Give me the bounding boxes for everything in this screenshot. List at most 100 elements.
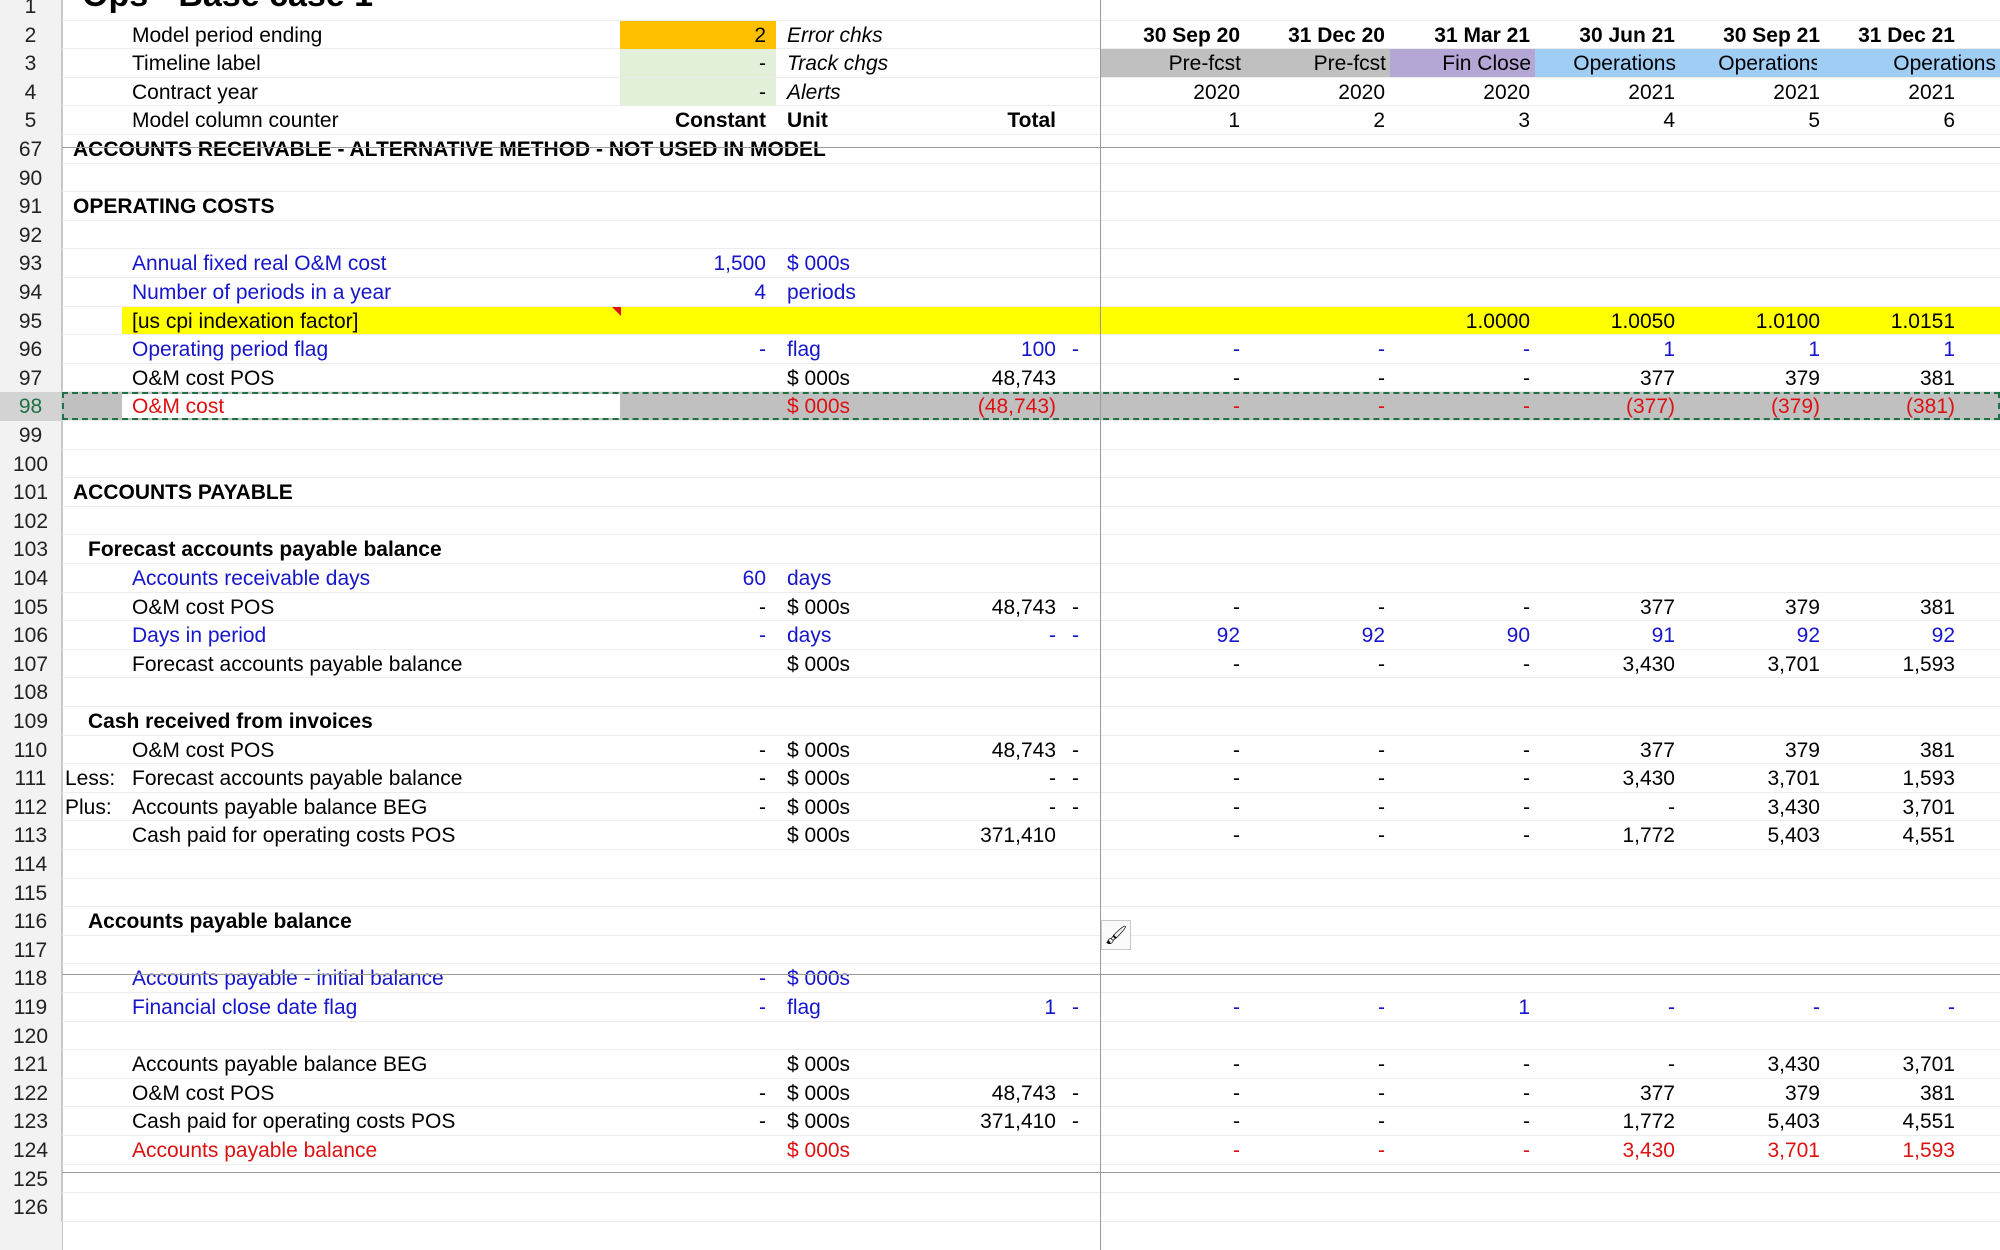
total-cell[interactable]: 48,743 <box>991 1081 1056 1105</box>
active-cell[interactable] <box>122 394 620 418</box>
row-number[interactable]: 104 <box>0 564 62 593</box>
period-value[interactable]: 379 <box>1784 738 1820 762</box>
row-number[interactable]: 105 <box>0 592 62 622</box>
sheet-row[interactable]: 124 Accounts payable balance $ 000s - - - 3,43… <box>0 1136 2000 1165</box>
total-cell[interactable]: 371,410 <box>980 824 1056 848</box>
sheet-row[interactable]: 97 O&M cost POS $ 000s 48,743 - - - 377 379 381 <box>0 363 2000 393</box>
total-cell[interactable]: 371,410 <box>980 1110 1056 1134</box>
row-number[interactable]: 93 <box>0 249 62 278</box>
constant-cell[interactable]: - <box>759 1081 766 1105</box>
row-number[interactable]: 125 <box>0 1164 62 1194</box>
period-value[interactable]: - <box>1378 366 1385 390</box>
row-number[interactable]: 111 <box>0 764 62 793</box>
period-value[interactable]: 92 <box>1216 624 1240 648</box>
sheet-row[interactable]: 103 Forecast accounts payable balance <box>0 535 2000 564</box>
sheet-row[interactable]: 114 <box>0 850 2000 879</box>
constant-cell[interactable]: - <box>759 338 766 362</box>
comment-indicator-icon[interactable] <box>612 306 621 316</box>
constant-cell[interactable]: 1,500 <box>713 252 766 276</box>
sheet-row[interactable]: 115 <box>0 878 2000 908</box>
period-value[interactable]: - <box>1378 595 1385 619</box>
period-value[interactable]: - <box>1378 652 1385 676</box>
sheet-row[interactable]: 123 Cash paid for operating costs POS - $ 0… <box>0 1107 2000 1136</box>
period-value[interactable]: - <box>1378 338 1385 362</box>
sheet-row[interactable]: 99 <box>0 421 2000 450</box>
constant-cell[interactable]: - <box>759 795 766 819</box>
row-number[interactable]: 120 <box>0 1021 62 1051</box>
period-value[interactable]: - <box>1378 1110 1385 1134</box>
period-value[interactable]: - <box>1233 1110 1240 1134</box>
row-number[interactable]: 92 <box>0 220 62 250</box>
sheet-row[interactable]: 112 Plus: Accounts payable balance BEG - $ 0… <box>0 792 2000 822</box>
sheet-row[interactable]: 1 Ops - Base case 1 <box>0 0 2000 21</box>
sheet-row[interactable]: 108 <box>0 678 2000 707</box>
row-number[interactable]: 2 <box>0 20 62 50</box>
period-value[interactable]: 3,701 <box>1767 1139 1820 1162</box>
period-value[interactable]: - <box>1233 738 1240 762</box>
total-cell[interactable]: - <box>1049 767 1056 791</box>
row-number[interactable]: 97 <box>0 363 62 393</box>
sheet-row[interactable]: 106 Days in period - days - -92 92 90 91 92 92 <box>0 621 2000 650</box>
row-number[interactable]: 102 <box>0 506 62 536</box>
sheet-row[interactable]: 111 Less: Forecast accounts payable balanc… <box>0 764 2000 793</box>
row-number[interactable]: 116 <box>0 907 62 936</box>
period-value[interactable]: 1.0000 <box>1465 309 1530 333</box>
total-cell[interactable]: 100 <box>1020 338 1056 362</box>
period-value[interactable]: - <box>1378 738 1385 762</box>
row-number[interactable]: 1 <box>0 0 62 21</box>
paint-brush-icon[interactable]: 🖌 <box>1101 920 1131 950</box>
period-value[interactable]: - <box>1948 996 1955 1019</box>
period-value[interactable]: - <box>1378 795 1385 819</box>
period-value[interactable]: 381 <box>1919 738 1955 762</box>
sheet-row[interactable]: 90 <box>0 163 2000 193</box>
period-value[interactable]: 381 <box>1919 366 1955 390</box>
period-value[interactable]: 377 <box>1639 738 1675 762</box>
row-number[interactable]: 121 <box>0 1050 62 1079</box>
period-value[interactable]: 381 <box>1919 1081 1955 1105</box>
period-value[interactable]: 1,593 <box>1902 652 1955 676</box>
period-value[interactable]: - <box>1523 1139 1530 1162</box>
sheet-row[interactable]: 98 O&M cost $ 000s (48,743) - - - (377) (379) (38… <box>0 392 2000 421</box>
period-value[interactable]: - <box>1378 996 1385 1019</box>
row-number[interactable]: 98 <box>0 392 62 421</box>
model-period-input[interactable]: 2 <box>620 20 776 49</box>
period-value[interactable]: - <box>1523 652 1530 676</box>
sheet-row[interactable]: 102 <box>0 506 2000 536</box>
sheet-row[interactable]: 118 Accounts payable - initial balance - $ … <box>0 964 2000 993</box>
period-value[interactable]: - <box>1378 1139 1385 1162</box>
row-number[interactable]: 5 <box>0 106 62 135</box>
sheet-row[interactable]: 117 <box>0 935 2000 965</box>
total-cell[interactable]: 48,743 <box>991 366 1056 390</box>
sheet-row[interactable]: 104 Accounts receivable days 60 days <box>0 564 2000 593</box>
period-value[interactable]: 1.0151 <box>1890 309 1955 333</box>
row-number[interactable]: 122 <box>0 1078 62 1108</box>
sheet-row[interactable]: 96 Operating period flag - flag 100- - - -1 1 1 <box>0 335 2000 364</box>
row-number[interactable]: 99 <box>0 421 62 450</box>
period-value[interactable]: - <box>1523 366 1530 390</box>
period-value[interactable]: 92 <box>1796 624 1820 648</box>
sheet-row[interactable]: 101 ACCOUNTS PAYABLE <box>0 478 2000 507</box>
period-value[interactable]: 3,430 <box>1622 1139 1675 1162</box>
period-value[interactable]: - <box>1523 738 1530 762</box>
row-number[interactable]: 117 <box>0 935 62 965</box>
period-value[interactable]: 1,593 <box>1902 767 1955 791</box>
period-value[interactable]: 3,430 <box>1622 767 1675 791</box>
period-value[interactable]: 379 <box>1784 595 1820 619</box>
period-value[interactable]: - <box>1233 1053 1240 1077</box>
sheet-row[interactable]: 113 Cash paid for operating costs POS $ 00… <box>0 821 2000 850</box>
period-value[interactable]: (379) <box>1770 395 1820 419</box>
total-cell[interactable]: - <box>1049 795 1056 819</box>
constant-cell[interactable]: - <box>759 595 766 619</box>
period-value[interactable]: 3,701 <box>1767 767 1820 791</box>
period-value[interactable]: 1,772 <box>1622 824 1675 848</box>
total-cell[interactable]: 48,743 <box>991 595 1056 619</box>
row-number[interactable]: 67 <box>0 135 62 164</box>
sheet-row[interactable]: 4 Contract year - Alerts 2020 2020 2020 2021 202… <box>0 77 2000 107</box>
row-number[interactable]: 106 <box>0 621 62 650</box>
row-number[interactable]: 123 <box>0 1107 62 1136</box>
period-value[interactable]: (381) <box>1905 395 1955 419</box>
total-cell[interactable]: (48,743) <box>977 395 1056 419</box>
period-value[interactable]: 381 <box>1919 595 1955 619</box>
period-value[interactable]: 92 <box>1931 624 1955 648</box>
period-value[interactable]: 3,701 <box>1902 795 1955 819</box>
